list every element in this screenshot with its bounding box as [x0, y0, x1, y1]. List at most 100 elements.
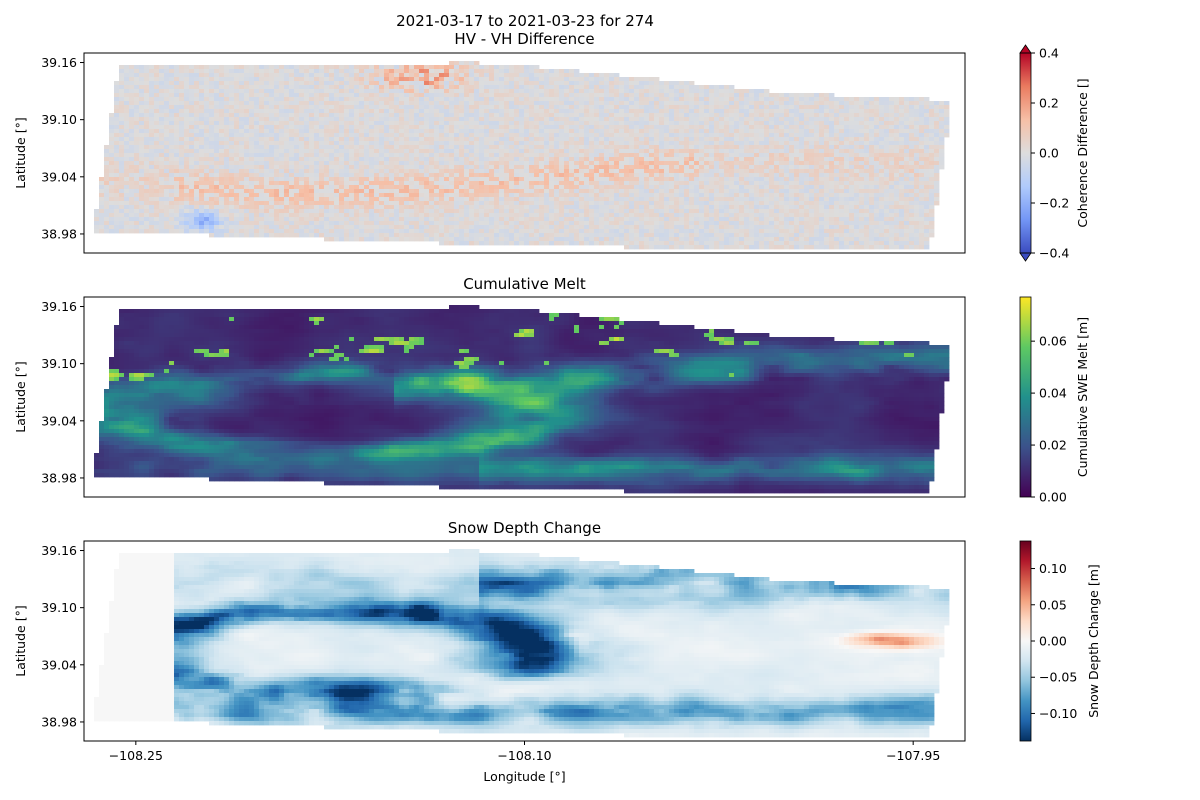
heatmap-cell	[154, 141, 159, 145]
heatmap-cell	[554, 181, 559, 185]
heatmap-cell	[689, 145, 694, 149]
heatmap-cell	[549, 81, 554, 85]
heatmap-cell	[144, 185, 149, 189]
heatmap-cell	[879, 173, 884, 177]
heatmap-cell	[294, 141, 299, 145]
heatmap-cell	[249, 101, 254, 105]
heatmap-cell	[149, 189, 154, 193]
heatmap-cell	[329, 81, 334, 85]
heatmap-cell	[164, 141, 169, 145]
heatmap-cell	[634, 181, 639, 185]
heatmap-cell	[184, 177, 189, 181]
heatmap-cell	[359, 101, 364, 105]
heatmap-cell	[204, 133, 209, 137]
heatmap-cell	[409, 81, 414, 85]
heatmap-cell	[264, 169, 269, 173]
heatmap-cell	[109, 169, 114, 173]
heatmap-cell	[224, 149, 229, 153]
heatmap-cell	[409, 153, 414, 157]
heatmap-cell	[139, 101, 144, 105]
heatmap-cell	[569, 77, 574, 81]
heatmap-cell	[99, 185, 104, 189]
heatmap-cell	[474, 97, 479, 101]
heatmap-cell	[134, 117, 139, 121]
heatmap-cell	[469, 137, 474, 141]
heatmap-cell	[269, 165, 274, 169]
heatmap-cell	[699, 145, 704, 149]
heatmap-cell	[149, 153, 154, 157]
heatmap-cell	[639, 117, 644, 121]
heatmap-cell	[704, 89, 709, 93]
heatmap-cell	[239, 65, 244, 69]
heatmap-cell	[174, 93, 179, 97]
heatmap-cell	[884, 145, 889, 149]
heatmap-cell	[484, 165, 489, 169]
heatmap-cell	[339, 189, 344, 193]
heatmap-cell	[374, 65, 379, 69]
heatmap-cell	[394, 109, 399, 113]
heatmap-cell	[439, 133, 444, 137]
heatmap-cell	[669, 97, 674, 101]
heatmap-cell	[149, 77, 154, 81]
heatmap-cell	[854, 185, 859, 189]
heatmap-cell	[779, 121, 784, 125]
heatmap-cell	[704, 133, 709, 137]
heatmap-cell	[379, 125, 384, 129]
heatmap-cell	[194, 189, 199, 193]
heatmap-cell	[579, 117, 584, 121]
heatmap-cell	[264, 93, 269, 97]
heatmap-cell	[614, 93, 619, 97]
heatmap-cell	[364, 77, 369, 81]
heatmap-cell	[464, 189, 469, 193]
heatmap-cell	[249, 81, 254, 85]
heatmap-cell	[354, 117, 359, 121]
heatmap-cell	[659, 153, 664, 157]
heatmap-cell	[739, 185, 744, 189]
heatmap-cell	[694, 125, 699, 129]
heatmap-cell	[624, 141, 629, 145]
heatmap-cell	[474, 69, 479, 73]
heatmap-cell	[259, 149, 264, 153]
heatmap-cell	[534, 189, 539, 193]
heatmap-cell	[274, 193, 279, 197]
heatmap-cell	[249, 169, 254, 173]
heatmap-cell	[424, 157, 429, 161]
heatmap-cell	[754, 97, 759, 101]
heatmap-cell	[609, 117, 614, 121]
heatmap-cell	[484, 89, 489, 93]
heatmap-cell	[899, 149, 904, 153]
heatmap-cell	[309, 77, 314, 81]
heatmap-cell	[504, 93, 509, 97]
heatmap-cell	[559, 113, 564, 117]
heatmap-cell	[644, 117, 649, 121]
heatmap-cell	[494, 85, 499, 89]
heatmap-cell	[264, 177, 269, 181]
heatmap-cell	[654, 177, 659, 181]
heatmap-cell	[704, 161, 709, 165]
heatmap-cell	[119, 157, 124, 161]
heatmap-cell	[679, 185, 684, 189]
heatmap-cell	[839, 109, 844, 113]
heatmap-cell	[439, 77, 444, 81]
heatmap-cell	[534, 129, 539, 133]
heatmap-cell	[449, 121, 454, 125]
heatmap-cell	[694, 109, 699, 113]
heatmap-cell	[439, 149, 444, 153]
heatmap-cell	[374, 93, 379, 97]
heatmap-cell	[149, 117, 154, 121]
heatmap-cell	[874, 105, 879, 109]
heatmap-cell	[634, 105, 639, 109]
heatmap-cell	[219, 181, 224, 185]
heatmap-cell	[544, 73, 549, 77]
heatmap-cell	[854, 109, 859, 113]
heatmap-cell	[249, 149, 254, 153]
heatmap-cell	[604, 149, 609, 153]
heatmap-cell	[869, 129, 874, 133]
heatmap-cell	[264, 97, 269, 101]
heatmap-cell	[649, 101, 654, 105]
heatmap-cell	[344, 145, 349, 149]
heatmap-cell	[859, 189, 864, 193]
heatmap-cell	[574, 189, 579, 193]
heatmap-cell	[309, 141, 314, 145]
heatmap-cell	[599, 121, 604, 125]
